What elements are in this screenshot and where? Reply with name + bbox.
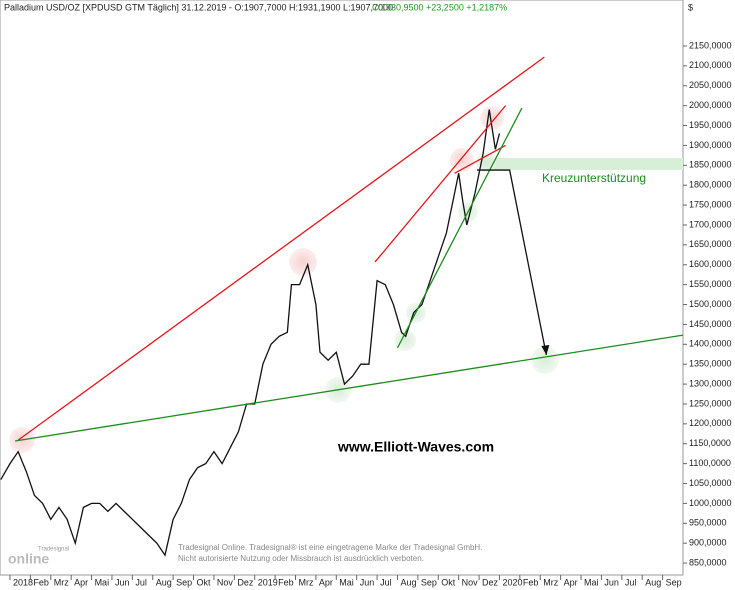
y-tick-label: 1450,0000 [689,319,732,329]
support-band [480,158,683,170]
watermark: www.Elliott-Waves.com [337,439,494,455]
x-tick-label: Apr [564,577,578,587]
x-tick-label: Feb [523,577,539,587]
x-tick-label: 2019 [258,577,278,587]
x-tick-label: Jul [625,577,637,587]
x-tick-label: Feb [278,577,294,587]
x-tick-label: Okt [441,577,456,587]
y-tick-label: 1900,0000 [689,140,732,150]
logo: online [8,551,49,567]
y-tick-label: 2100,0000 [689,60,732,70]
x-tick-label: Apr [74,577,88,587]
x-tick-label: Okt [197,577,212,587]
trend-line [374,105,507,263]
x-tick-label: Jun [115,577,130,587]
y-tick-label: 1250,0000 [689,398,732,408]
x-tick-label: Aug [400,577,416,587]
x-tick-label: Sep [666,577,682,587]
y-tick-label: 950,0000 [689,518,727,528]
x-tick-label: Jun [604,577,619,587]
y-tick-label: 1000,0000 [689,498,732,508]
y-tick-label: 850,0000 [689,557,727,567]
trend-line [17,56,545,441]
x-tick-label: Mai [584,577,599,587]
y-tick-label: 1200,0000 [689,418,732,428]
trend-line [14,334,684,442]
y-tick-label: 1550,0000 [689,279,732,289]
x-tick-label: Mrz [54,577,69,587]
x-tick-label: Aug [645,577,661,587]
y-tick-label: 1150,0000 [689,438,731,448]
y-tick-label: 1850,0000 [689,160,732,170]
y-tick-label: 2150,0000 [689,40,732,50]
x-tick-label: Apr [319,577,333,587]
y-tick-label: 1050,0000 [689,478,732,488]
y-tick-label: 1300,0000 [689,378,732,388]
chart-subtitle: C:1930,9500 +23,2500 +1,2187% [372,2,507,12]
trend-line [477,169,547,356]
y-tick-label: 1100,0000 [689,458,731,468]
x-tick-label: Dez [482,577,499,587]
price-line [0,109,501,557]
y-tick-label: 1750,0000 [689,199,732,209]
chart-title: Palladium USD/OZ [XPDUSD GTM Täglich] 31… [4,2,393,12]
arrow-head [541,345,550,356]
trend-line [454,144,506,174]
footer: Nicht autorisierte Nutzung oder Missbrau… [178,554,424,563]
x-tick-label: Mai [339,577,354,587]
x-tick-label: Nov [462,577,479,587]
x-tick-label: Nov [217,577,234,587]
plot-frame [0,0,684,576]
x-tick-label: Dez [237,577,254,587]
y-tick-label: 1500,0000 [689,299,732,309]
annotation: Kreuzunterstützung [542,171,646,185]
trend-line [396,107,523,349]
x-tick-label: 2020 [502,577,522,587]
currency: $ [688,2,693,12]
x-tick-label: Sep [421,577,437,587]
x-tick-label: Mrz [299,577,314,587]
y-tick-label: 1350,0000 [689,359,732,369]
y-tick-label: 2000,0000 [689,100,732,110]
footer: Tradesignal Online. Tradesignal® ist ein… [178,543,482,552]
x-tick-label: Aug [156,577,172,587]
y-tick-label: 1600,0000 [689,259,732,269]
x-tick-label: Jun [360,577,375,587]
y-tick-label: 1400,0000 [689,339,732,349]
x-tick-label: Mrz [543,577,558,587]
logo: Tradesignal [38,547,69,553]
y-tick-label: 1950,0000 [689,120,732,130]
y-tick-label: 900,0000 [689,538,727,548]
x-tick-label: 2018 [13,577,33,587]
x-tick-label: Jul [135,577,147,587]
x-tick-label: Jul [380,577,392,587]
x-tick-label: Sep [176,577,192,587]
x-tick-label: Mai [95,577,110,587]
y-tick-label: 1650,0000 [689,239,732,249]
y-tick-label: 1800,0000 [689,180,732,190]
y-tick-label: 1700,0000 [689,219,732,229]
y-tick-label: 2050,0000 [689,80,732,90]
x-tick-label: Feb [33,577,49,587]
